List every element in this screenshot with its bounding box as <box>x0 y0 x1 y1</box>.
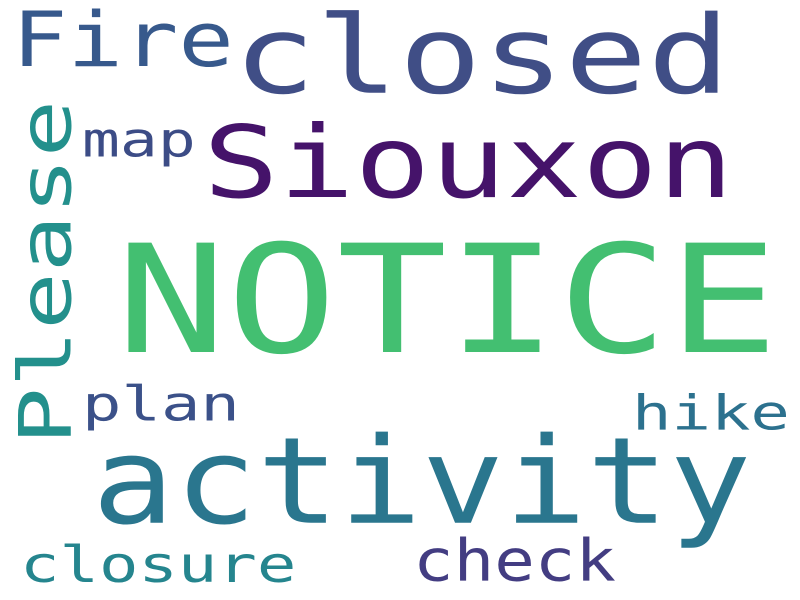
word-map: map <box>82 111 196 168</box>
word-hike: hike <box>632 384 790 441</box>
word-activity: activity <box>92 411 752 552</box>
word-please: Please <box>3 99 88 445</box>
word-siouxon: Siouxon <box>203 104 734 221</box>
word-closed: closed <box>233 0 731 119</box>
word-closure: closure <box>20 535 297 594</box>
word-notice: NOTICE <box>116 212 779 388</box>
word-plan: plan <box>82 375 240 432</box>
word-check: check <box>413 526 617 595</box>
word-fire: Fire <box>12 0 234 85</box>
